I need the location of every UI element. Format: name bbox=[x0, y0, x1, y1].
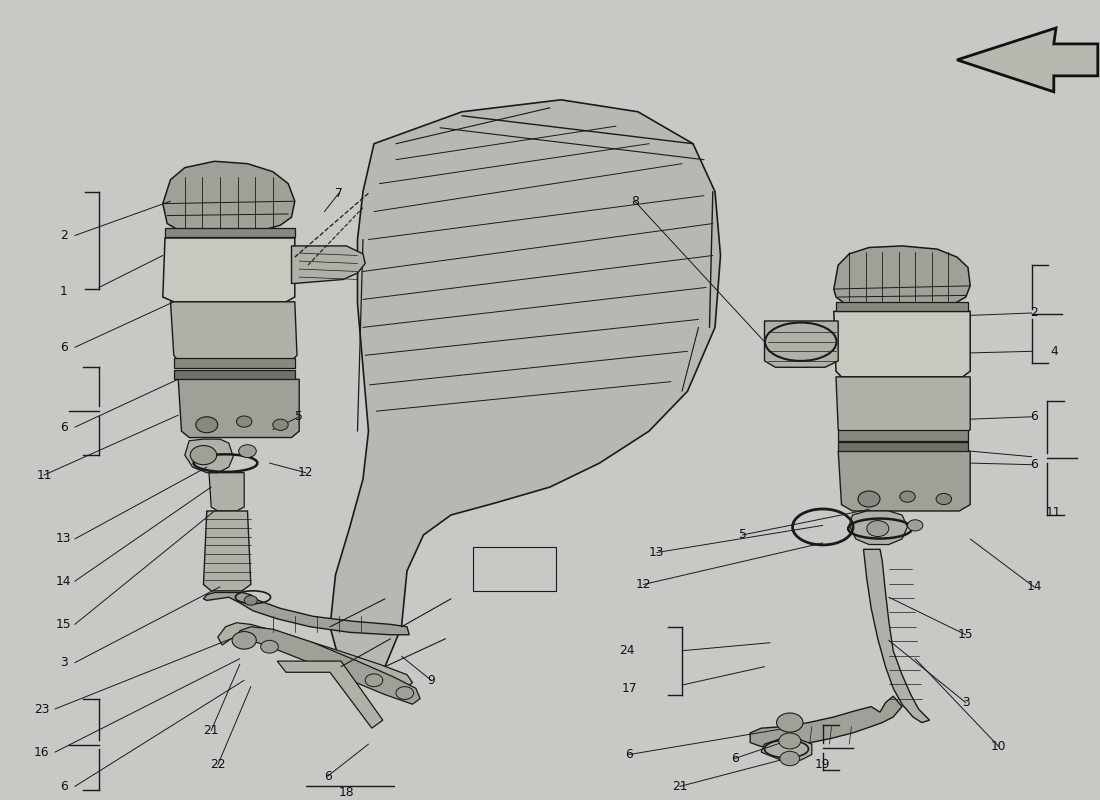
Text: 13: 13 bbox=[56, 533, 72, 546]
Polygon shape bbox=[163, 162, 295, 230]
Text: 24: 24 bbox=[619, 644, 635, 658]
Text: 19: 19 bbox=[815, 758, 830, 771]
Polygon shape bbox=[330, 100, 720, 674]
Text: 11: 11 bbox=[36, 469, 52, 482]
Bar bbox=[174, 370, 295, 379]
Circle shape bbox=[779, 733, 801, 749]
Bar bbox=[836, 302, 968, 311]
Text: 2: 2 bbox=[1030, 306, 1038, 319]
Text: 7: 7 bbox=[334, 186, 343, 200]
Polygon shape bbox=[761, 738, 812, 760]
Bar bbox=[473, 547, 556, 591]
Text: 12: 12 bbox=[298, 466, 314, 479]
Polygon shape bbox=[292, 246, 365, 283]
Text: 6: 6 bbox=[323, 770, 332, 782]
Circle shape bbox=[261, 640, 278, 653]
Bar bbox=[838, 442, 968, 451]
Circle shape bbox=[908, 520, 923, 531]
Polygon shape bbox=[957, 28, 1098, 92]
Text: 22: 22 bbox=[210, 758, 225, 771]
Polygon shape bbox=[170, 302, 297, 361]
Text: 14: 14 bbox=[1026, 580, 1042, 594]
Polygon shape bbox=[236, 626, 420, 704]
Polygon shape bbox=[836, 377, 970, 435]
Text: 21: 21 bbox=[204, 724, 219, 737]
Polygon shape bbox=[218, 622, 412, 688]
Polygon shape bbox=[750, 696, 902, 746]
Text: 6: 6 bbox=[59, 421, 68, 434]
Text: 2: 2 bbox=[59, 229, 68, 242]
Circle shape bbox=[365, 674, 383, 686]
Text: 4: 4 bbox=[1049, 345, 1058, 358]
Circle shape bbox=[936, 494, 952, 505]
Polygon shape bbox=[204, 511, 251, 591]
Bar bbox=[165, 227, 295, 237]
Circle shape bbox=[396, 686, 414, 699]
Polygon shape bbox=[838, 451, 970, 511]
Text: 16: 16 bbox=[34, 746, 50, 758]
Circle shape bbox=[777, 713, 803, 732]
Circle shape bbox=[900, 491, 915, 502]
Text: 6: 6 bbox=[59, 341, 68, 354]
Text: 6: 6 bbox=[1030, 410, 1038, 423]
Text: 5: 5 bbox=[738, 529, 747, 542]
Text: 11: 11 bbox=[1046, 506, 1062, 519]
Text: 17: 17 bbox=[621, 682, 637, 694]
Circle shape bbox=[232, 631, 256, 649]
Text: 5: 5 bbox=[295, 410, 304, 423]
Circle shape bbox=[239, 445, 256, 458]
Text: 15: 15 bbox=[56, 618, 72, 631]
Text: 12: 12 bbox=[636, 578, 651, 591]
Text: 6: 6 bbox=[1030, 458, 1038, 471]
Polygon shape bbox=[209, 473, 244, 511]
Circle shape bbox=[190, 446, 217, 465]
Text: 8: 8 bbox=[630, 194, 639, 208]
Text: 3: 3 bbox=[961, 696, 970, 709]
Circle shape bbox=[244, 596, 257, 606]
Circle shape bbox=[858, 491, 880, 507]
Text: 10: 10 bbox=[991, 740, 1006, 753]
Text: 13: 13 bbox=[649, 546, 664, 559]
Text: 23: 23 bbox=[34, 702, 50, 715]
Polygon shape bbox=[764, 321, 838, 367]
Bar bbox=[174, 358, 295, 368]
Text: 1: 1 bbox=[59, 285, 68, 298]
Text: 14: 14 bbox=[56, 574, 72, 588]
Text: 21: 21 bbox=[672, 780, 688, 793]
Circle shape bbox=[236, 416, 252, 427]
Circle shape bbox=[196, 417, 218, 433]
Text: 18: 18 bbox=[339, 786, 354, 798]
Polygon shape bbox=[163, 238, 295, 302]
Polygon shape bbox=[849, 511, 908, 545]
Circle shape bbox=[780, 751, 800, 766]
Text: 6: 6 bbox=[59, 780, 68, 793]
Text: 6: 6 bbox=[625, 748, 634, 761]
Polygon shape bbox=[178, 379, 299, 438]
Polygon shape bbox=[834, 246, 970, 303]
Text: 3: 3 bbox=[59, 656, 68, 669]
Circle shape bbox=[273, 419, 288, 430]
Bar bbox=[838, 430, 968, 441]
Polygon shape bbox=[277, 661, 383, 728]
Polygon shape bbox=[864, 550, 930, 722]
Circle shape bbox=[867, 521, 889, 537]
Text: 9: 9 bbox=[427, 674, 436, 686]
Polygon shape bbox=[204, 593, 409, 634]
Polygon shape bbox=[834, 311, 970, 377]
Text: 6: 6 bbox=[730, 752, 739, 765]
Polygon shape bbox=[185, 439, 233, 473]
Text: 15: 15 bbox=[958, 628, 974, 642]
